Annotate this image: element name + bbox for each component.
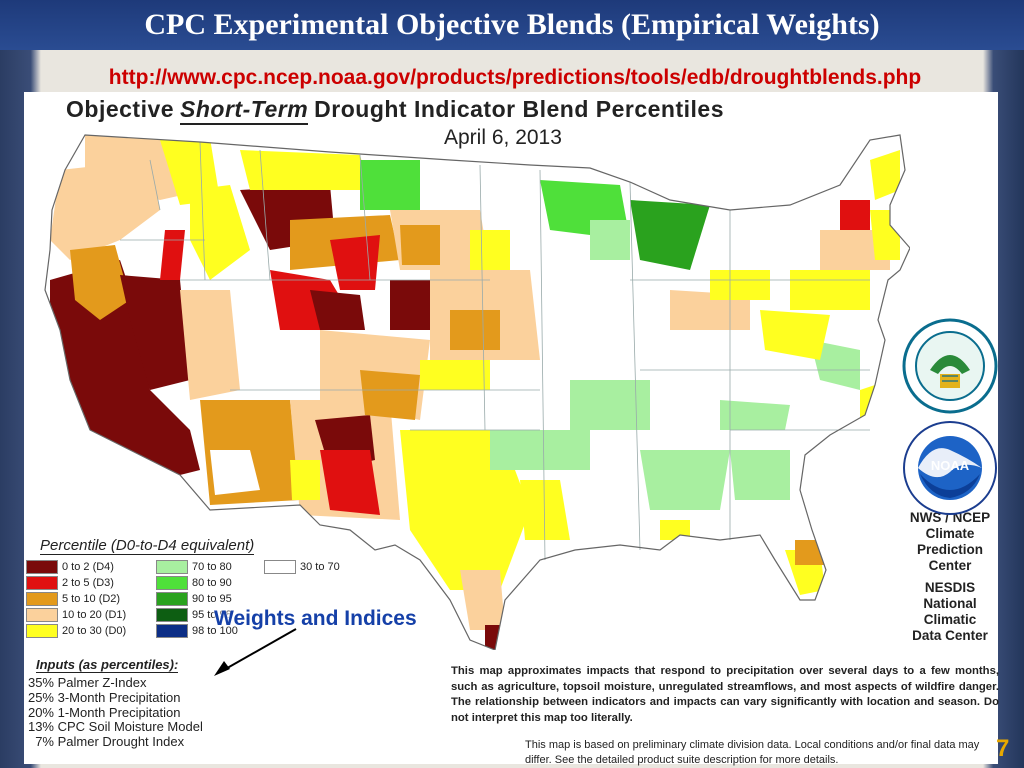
region-california bbox=[50, 260, 200, 480]
legend-label: 95 to 98 bbox=[192, 608, 232, 621]
slide-header: CPC Experimental Objective Blends (Empir… bbox=[0, 0, 1024, 50]
legend-item: 10 to 20 (D1) bbox=[26, 608, 126, 624]
input-item: 13% CPC Soil Moisture Model bbox=[27, 719, 203, 735]
agency-block: NWS / NCEP Climate Prediction Center NES… bbox=[909, 510, 991, 643]
legend-item: 5 to 10 (D2) bbox=[26, 592, 120, 608]
map-title-emphasis: Short-Term bbox=[180, 96, 309, 125]
region-utah-west bbox=[180, 290, 240, 400]
callout-arrow bbox=[214, 628, 297, 676]
legend-item: 20 to 30 (D0) bbox=[26, 624, 126, 640]
region-sd-orange bbox=[400, 225, 440, 265]
legend-item: 30 to 70 bbox=[264, 560, 340, 576]
noaa-logo-text: NOAA bbox=[931, 458, 970, 473]
legend-swatch bbox=[156, 608, 188, 622]
region-ohio-yellow bbox=[710, 270, 770, 300]
legend-label: 20 to 30 (D0) bbox=[62, 624, 127, 637]
legend-label: 30 to 70 bbox=[300, 560, 340, 573]
legend-swatch bbox=[26, 608, 58, 622]
legend-item: 70 to 80 bbox=[156, 560, 232, 576]
legend-item: 95 to 98 bbox=[156, 608, 232, 624]
region-colorado-east bbox=[390, 280, 430, 330]
drought-map bbox=[44, 134, 910, 650]
legend-item: 2 to 5 (D3) bbox=[26, 576, 114, 592]
map-date: April 6, 2013 bbox=[444, 126, 562, 149]
noaa-logo-icon: NOAA bbox=[903, 421, 997, 515]
legend-label: 70 to 80 bbox=[192, 560, 232, 573]
legend-swatch bbox=[26, 576, 58, 590]
legend-swatch bbox=[156, 592, 188, 606]
input-item: 25% 3-Month Precipitation bbox=[27, 689, 181, 705]
map-title-post: Drought Indicator Blend Percentiles bbox=[314, 96, 724, 122]
region-west-virginia-yellow bbox=[760, 310, 830, 360]
region-wisconsin-green bbox=[590, 220, 630, 260]
legend-swatch bbox=[264, 560, 296, 574]
legend-swatch bbox=[26, 592, 58, 606]
weights-callout: Weights and Indices bbox=[214, 607, 417, 630]
legend-label: 0 to 2 (D4) bbox=[62, 560, 114, 573]
region-montana-north bbox=[240, 150, 370, 190]
region-tennessee-green bbox=[720, 400, 790, 430]
legend-label: 80 to 90 bbox=[192, 576, 232, 589]
commerce-seal-icon bbox=[902, 318, 998, 414]
legend-swatch bbox=[26, 624, 58, 638]
state-boundaries bbox=[120, 141, 870, 561]
legend-item: 90 to 95 bbox=[156, 592, 232, 608]
input-item: 20% 1-Month Precipitation bbox=[27, 704, 181, 720]
region-east-texas bbox=[520, 480, 570, 540]
region-pennsylvania-yellow bbox=[790, 270, 870, 310]
region-nw-california bbox=[70, 245, 130, 320]
legend-item: 98 to 100 bbox=[156, 624, 238, 640]
region-texas-south bbox=[460, 570, 505, 630]
region-nebraska-yellow bbox=[470, 230, 510, 270]
region-kansas-orange bbox=[450, 310, 500, 350]
region-gulf-yellow bbox=[660, 520, 690, 540]
region-mississippi-green bbox=[640, 450, 730, 510]
region-colorado-dark bbox=[310, 290, 365, 330]
legend-label: 10 to 20 (D1) bbox=[62, 608, 127, 621]
page-number: 7 bbox=[996, 735, 1010, 762]
region-missouri-green bbox=[570, 380, 650, 430]
legend-label: 98 to 100 bbox=[192, 624, 238, 637]
region-virginia-green bbox=[810, 340, 860, 390]
input-item: 35% Palmer Z-Index bbox=[27, 675, 147, 690]
region-oklahoma-green bbox=[490, 430, 590, 470]
legend-label: 2 to 5 (D3) bbox=[62, 576, 114, 589]
legend-item: 0 to 2 (D4) bbox=[26, 560, 114, 576]
legend-swatch bbox=[156, 624, 188, 638]
input-item: 7% Palmer Drought Index bbox=[35, 734, 185, 750]
region-new-york-red bbox=[840, 200, 870, 230]
region-north-dakota-green bbox=[360, 160, 420, 210]
region-new-mexico-red bbox=[320, 450, 380, 515]
region-georgia-green bbox=[730, 450, 790, 500]
legend-title: Percentile (D0-to-D4 equivalent) bbox=[40, 537, 255, 555]
region-new-england-yellow bbox=[870, 210, 900, 260]
region-maine-yellow bbox=[870, 150, 900, 200]
region-new-york-tan bbox=[820, 230, 890, 270]
data-note: This map is based on preliminary climate… bbox=[525, 739, 980, 766]
region-kansas-yellow bbox=[420, 360, 490, 390]
source-url[interactable]: http://www.cpc.ncep.noaa.gov/products/pr… bbox=[108, 66, 922, 89]
region-michigan-green bbox=[630, 200, 710, 270]
region-idaho bbox=[190, 185, 250, 280]
map-title: Objective Short-Term Drought Indicator Ble… bbox=[66, 96, 724, 125]
us-outline bbox=[44, 134, 910, 650]
legend-label: 90 to 95 bbox=[192, 592, 232, 605]
legend-swatch bbox=[26, 560, 58, 574]
region-idaho-red bbox=[160, 230, 185, 280]
region-colorado-se bbox=[360, 370, 420, 420]
map-title-pre: Objective bbox=[66, 96, 175, 122]
legend-label: 5 to 10 (D2) bbox=[62, 592, 121, 605]
legend-item: 80 to 90 bbox=[156, 576, 232, 592]
region-arizona-normal bbox=[210, 450, 260, 495]
inputs-title: Inputs (as percentiles): bbox=[36, 657, 179, 673]
map-description: This map approximates impacts that respo… bbox=[451, 665, 999, 724]
region-nevada bbox=[120, 275, 190, 390]
region-new-mexico-yellow bbox=[290, 460, 320, 500]
legend-swatch bbox=[156, 576, 188, 590]
slide-title: CPC Experimental Objective Blends (Empir… bbox=[144, 8, 880, 41]
legend-swatch bbox=[156, 560, 188, 574]
inputs-list: 35% Palmer Z-Index 25% 3-Month Precipita… bbox=[22, 675, 203, 750]
